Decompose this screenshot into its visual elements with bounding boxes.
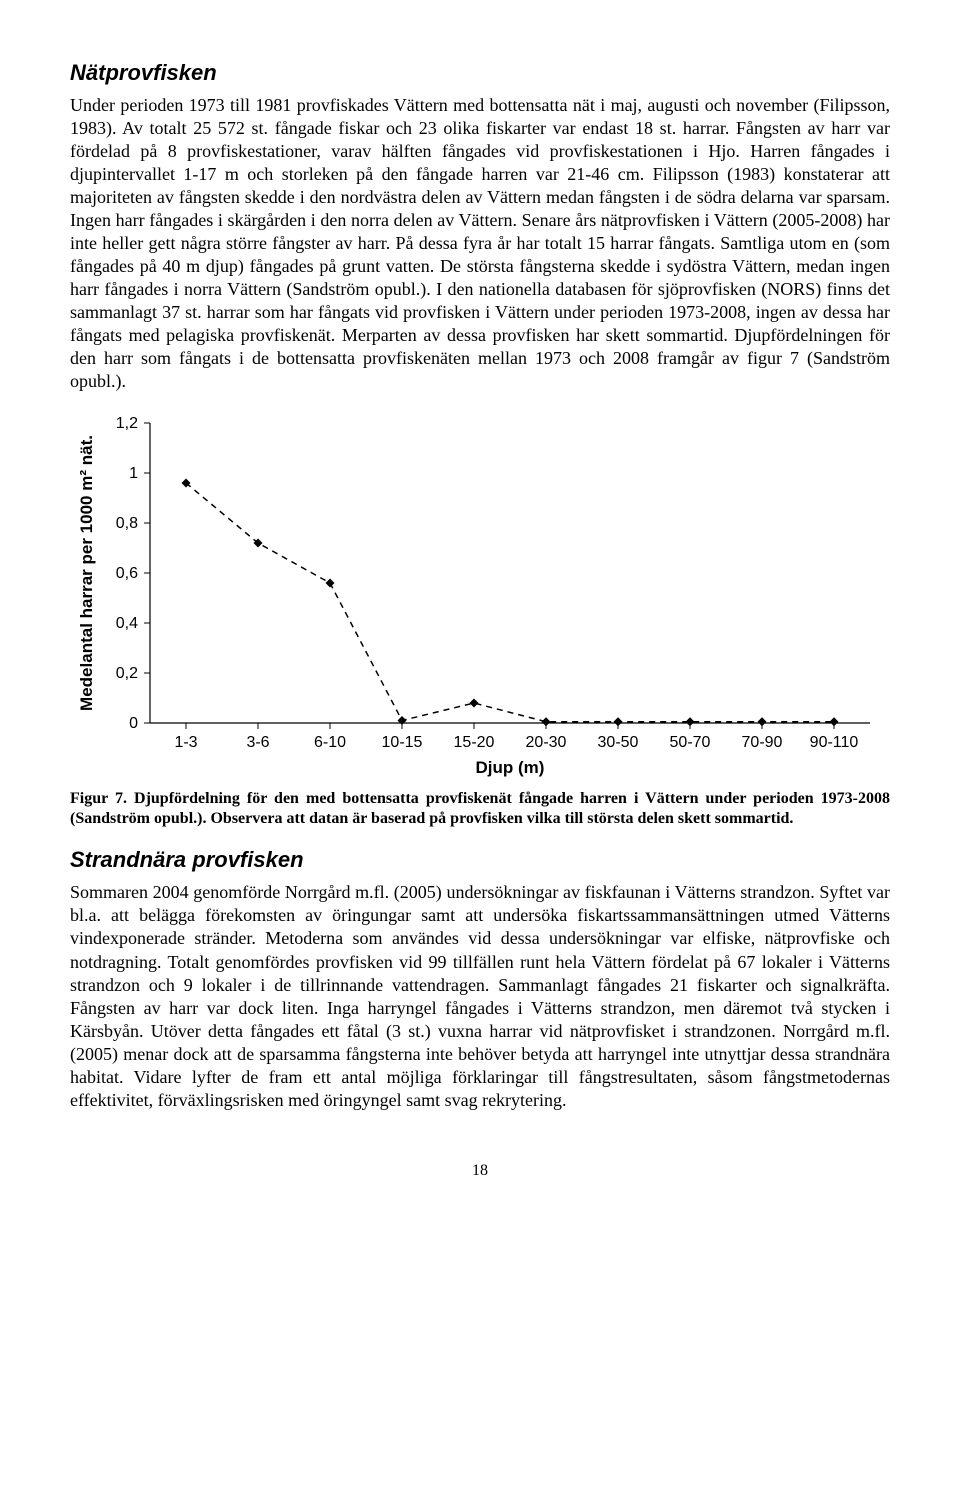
svg-text:15-20: 15-20 [454,734,495,751]
svg-text:1: 1 [129,465,138,482]
section-title-strandnara: Strandnära provfisken [70,847,890,873]
depth-chart-svg: 0 0,2 0,4 0,6 0,8 1 1,2 1-3 3-6 6-10 10-15 15-20 20-… [70,413,890,783]
svg-text:Medelantal harrar per 1000 m²: Medelantal harrar per 1000 m² nät. [77,435,96,711]
svg-text:70-90: 70-90 [742,734,783,751]
svg-text:0,6: 0,6 [116,565,138,582]
svg-text:1,2: 1,2 [116,415,138,432]
page-number: 18 [70,1162,890,1180]
svg-text:20-30: 20-30 [526,734,567,751]
body-strandnara: Sommaren 2004 genomförde Norrgård m.fl. … [70,881,890,1111]
svg-text:0,8: 0,8 [116,515,138,532]
svg-text:50-70: 50-70 [670,734,711,751]
svg-text:90-110: 90-110 [810,734,859,751]
depth-distribution-chart: 0 0,2 0,4 0,6 0,8 1 1,2 1-3 3-6 6-10 10-15 15-20 20-… [70,413,890,783]
svg-text:0: 0 [129,715,138,732]
svg-text:Djup (m): Djup (m) [476,758,545,777]
svg-text:3-6: 3-6 [246,734,269,751]
figure-7-caption: Figur 7. Djupfördelning för den med bott… [70,789,890,829]
svg-text:1-3: 1-3 [174,734,197,751]
svg-text:10-15: 10-15 [382,734,423,751]
svg-text:30-50: 30-50 [598,734,639,751]
section-title-natprovfisken: Nätprovfisken [70,60,890,86]
svg-text:0,2: 0,2 [116,665,138,682]
svg-text:0,4: 0,4 [116,615,138,632]
body-natprovfisken: Under perioden 1973 till 1981 provfiskad… [70,94,890,393]
svg-text:6-10: 6-10 [314,734,346,751]
